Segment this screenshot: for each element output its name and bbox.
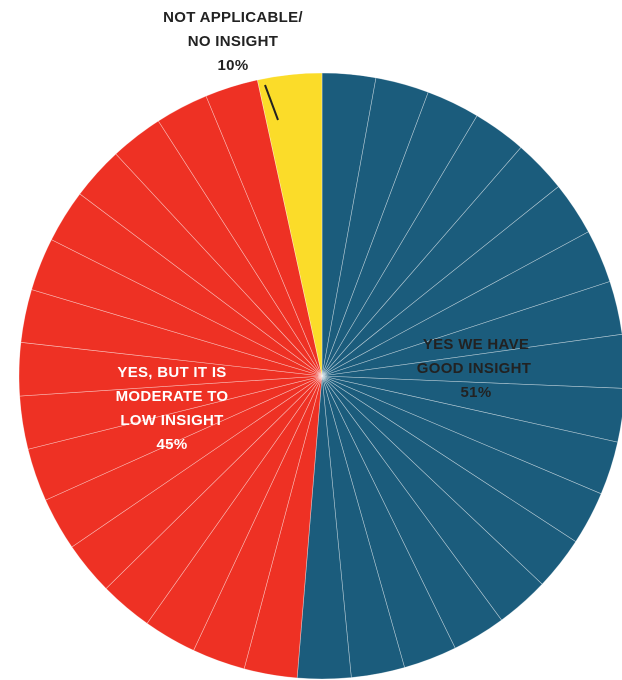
- slice-label-good-insight: YES WE HAVE GOOD INSIGHT 51%: [417, 336, 531, 401]
- label-moderate-insight-line-3: LOW INSIGHT: [120, 412, 223, 429]
- pie-slice-no-insight-segment-1: [257, 72, 323, 377]
- pie-slice-good-insight-segment-9: [321, 334, 622, 389]
- label-no-insight-line-1: NOT APPLICABLE/: [163, 9, 303, 26]
- label-good-insight-percent: 51%: [461, 384, 492, 401]
- pie-slices: [18, 72, 622, 680]
- pie-slice-good-insight-segment-8: [321, 281, 622, 377]
- label-good-insight-line-1: YES WE HAVE: [423, 336, 529, 353]
- label-moderate-insight-line-2: MODERATE TO: [116, 388, 229, 405]
- label-no-insight-line-2: NO INSIGHT: [188, 33, 279, 50]
- label-moderate-insight-line-1: YES, BUT IT IS: [117, 364, 226, 381]
- slice-label-no-insight: NOT APPLICABLE/ NO INSIGHT 10%: [163, 9, 303, 74]
- leader-line: [264, 84, 279, 121]
- label-no-insight-percent: 10%: [218, 57, 249, 74]
- label-good-insight-line-2: GOOD INSIGHT: [417, 360, 531, 377]
- label-moderate-insight-percent: 45%: [157, 436, 188, 453]
- slice-label-moderate-insight: YES, BUT IT IS MODERATE TO LOW INSIGHT 4…: [116, 364, 229, 453]
